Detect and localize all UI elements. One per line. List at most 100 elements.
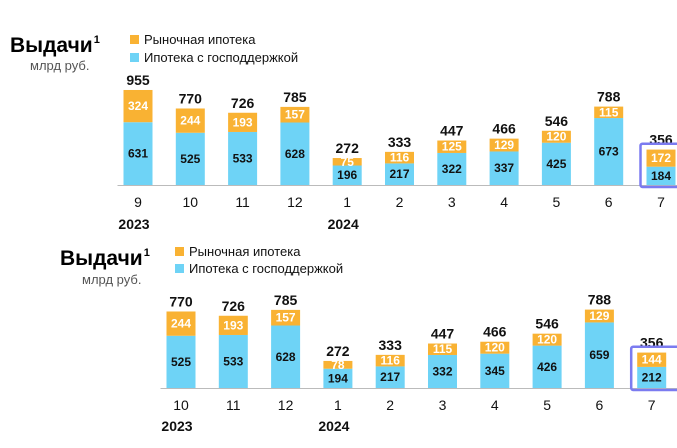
x-tick-label: 7 [648, 397, 656, 413]
bar-state [166, 335, 196, 388]
bar-total-label: 356 [640, 335, 664, 351]
bar-label-market: 78 [331, 358, 345, 372]
bar-total-label: 788 [588, 292, 612, 308]
x-tick-label: 4 [500, 194, 508, 210]
bar-market [480, 341, 510, 354]
x-tick-label: 10 [183, 194, 199, 210]
bar-state [280, 122, 310, 185]
bar-label-market: 193 [233, 115, 253, 129]
bar-market [218, 315, 248, 335]
bar-market [594, 106, 624, 119]
bar-label-market: 324 [128, 99, 148, 113]
bar-total-label: 272 [336, 140, 360, 156]
bar-label-market: 120 [485, 341, 505, 355]
legend-swatch-state [175, 264, 184, 273]
bar-label-market: 172 [651, 151, 671, 165]
chart-title: Выдачи [60, 247, 143, 270]
chart-subtitle: млрд руб. [82, 272, 141, 287]
bar-label-state: 337 [494, 161, 514, 175]
bar-label-state: 533 [233, 151, 253, 165]
bar-total-label: 788 [597, 89, 621, 105]
bar-total-label: 466 [492, 121, 516, 137]
bar-market [584, 309, 614, 323]
bar-label-state: 184 [651, 169, 671, 183]
bar-state [584, 322, 614, 388]
bar-market [175, 108, 205, 133]
bar-label-state: 332 [432, 364, 452, 378]
x-tick-label: 11 [226, 397, 241, 413]
x-tick-label: 6 [605, 194, 613, 210]
bar-label-state: 673 [599, 145, 619, 159]
bar-market [271, 309, 301, 326]
bar-total-label: 770 [169, 293, 193, 309]
x-tick-label: 3 [448, 194, 456, 210]
highlight-box [639, 142, 677, 189]
chart-subtitle: млрд руб. [30, 58, 89, 73]
bar-market [437, 140, 467, 153]
bar-label-state: 525 [171, 355, 191, 369]
x-tick-label: 3 [439, 397, 447, 413]
bar-market [385, 151, 414, 164]
bar-total-label: 272 [326, 343, 350, 359]
year-label: 2024 [318, 418, 349, 434]
bar-label-market: 244 [180, 114, 200, 128]
bar-label-state: 217 [380, 370, 400, 384]
title-footnote-mark: 1 [144, 247, 150, 259]
bar-label-market: 120 [546, 130, 566, 144]
bar-label-state: 345 [485, 364, 505, 378]
bar-market [541, 130, 571, 143]
bar-state [228, 131, 258, 185]
bar-label-state: 628 [285, 147, 305, 161]
x-tick-label: 1 [343, 194, 351, 210]
bar-state [123, 122, 153, 185]
bar-total-label: 466 [483, 324, 507, 340]
legend-label-state: Ипотека с господдержкой [189, 261, 343, 276]
bar-market [166, 311, 196, 336]
bar-state [428, 354, 457, 388]
bar-market [123, 89, 153, 123]
legend-label-market: Рыночная ипотека [189, 244, 301, 259]
bar-state [175, 132, 205, 185]
x-tick-label: 10 [173, 397, 189, 413]
bar-total-label: 785 [274, 292, 298, 308]
x-tick-label: 4 [491, 397, 499, 413]
bar-label-market: 129 [589, 309, 609, 323]
legend-label-market: Рыночная ипотека [144, 32, 256, 47]
bar-label-state: 322 [442, 162, 462, 176]
bar-state [532, 345, 562, 388]
bar-label-state: 217 [389, 167, 409, 181]
bar-label-market: 75 [341, 155, 355, 169]
bar-state [385, 163, 414, 185]
bar-total-label: 333 [379, 337, 403, 353]
x-tick-label: 9 [134, 194, 142, 210]
bar-state [541, 142, 571, 185]
bar-state [480, 353, 510, 388]
bar-label-market: 129 [494, 138, 514, 152]
bar-total-label: 333 [388, 134, 412, 150]
bar-label-state: 659 [589, 348, 609, 362]
bar-label-market: 157 [276, 311, 296, 325]
bar-total-label: 785 [283, 89, 307, 105]
bar-label-market: 115 [599, 105, 619, 119]
bar-label-state: 631 [128, 147, 148, 161]
year-label: 2024 [328, 216, 359, 232]
legend-swatch-state [130, 53, 139, 62]
highlight-box [629, 345, 677, 392]
legend-label-state: Ипотека с господдержкой [144, 50, 298, 65]
x-tick-label: 6 [596, 397, 604, 413]
x-tick-label: 5 [543, 397, 551, 413]
bar-label-market: 193 [223, 318, 243, 332]
bar-total-label: 546 [535, 316, 559, 332]
bar-total-label: 447 [440, 123, 464, 139]
bar-total-label: 770 [179, 90, 203, 106]
bar-label-market: 125 [442, 140, 462, 154]
bar-total-label: 955 [126, 72, 150, 88]
bar-label-state: 426 [537, 360, 557, 374]
bar-state [323, 368, 353, 388]
bar-state [332, 165, 362, 185]
bar-label-state: 425 [546, 157, 566, 171]
bar-label-state: 196 [337, 168, 357, 182]
x-tick-label: 2 [386, 397, 394, 413]
bar-label-market: 116 [381, 354, 401, 368]
